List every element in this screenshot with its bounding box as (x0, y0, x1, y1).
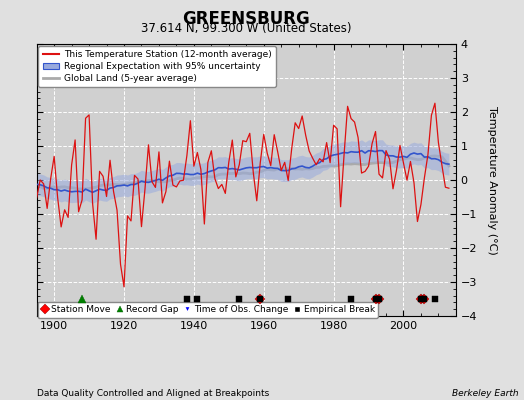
Text: Data Quality Controlled and Aligned at Breakpoints: Data Quality Controlled and Aligned at B… (37, 389, 269, 398)
Text: GREENSBURG: GREENSBURG (182, 10, 310, 28)
Text: Berkeley Earth: Berkeley Earth (452, 389, 519, 398)
Y-axis label: Temperature Anomaly (°C): Temperature Anomaly (°C) (487, 106, 497, 254)
Text: 37.614 N, 99.300 W (United States): 37.614 N, 99.300 W (United States) (141, 22, 352, 35)
Legend: Station Move, Record Gap, Time of Obs. Change, Empirical Break: Station Move, Record Gap, Time of Obs. C… (38, 302, 378, 318)
